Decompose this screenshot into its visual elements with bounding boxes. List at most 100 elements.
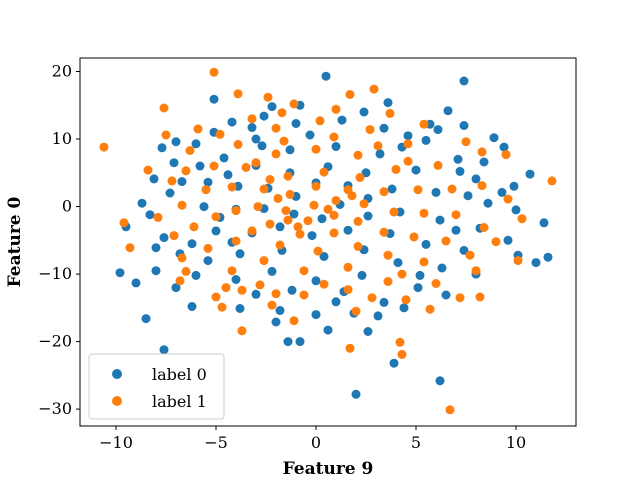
scatter-point-label-0-81: [319, 252, 329, 261]
scatter-point-label-0-75: [285, 145, 295, 155]
scatter-point-label-0-45: [311, 310, 321, 320]
legend-marker-label-0: [112, 369, 122, 379]
scatter-point-label-1-46: [383, 277, 393, 286]
scatter-point-label-1-12: [161, 130, 171, 140]
scatter-point-label-1-32: [211, 292, 221, 302]
scatter-point-label-1-82: [355, 173, 365, 182]
x-axis: −10 −5 0 5 10: [99, 426, 526, 452]
scatter-point-label-0-20: [283, 337, 293, 347]
scatter-point-label-0-6: [157, 143, 167, 153]
scatter-point-label-1-123: [367, 293, 377, 303]
scatter-point-label-1-122: [319, 279, 329, 289]
scatter-point-label-1-80: [389, 207, 399, 217]
scatter-point-label-0-50: [459, 245, 469, 255]
scatter-point-label-1-27: [491, 237, 501, 247]
y-axis: −30 −20 −10 0 10 20: [38, 62, 80, 418]
scatter-point-label-0-121: [137, 198, 147, 208]
scatter-point-label-1-7: [397, 349, 407, 359]
scatter-point-label-0-37: [247, 123, 257, 132]
scatter-point-label-0-124: [373, 311, 383, 321]
scatter-point-label-0-2: [209, 94, 219, 104]
scatter-point-label-0-74: [331, 142, 341, 151]
scatter-point-label-1-110: [479, 223, 489, 232]
scatter-point-label-0-44: [275, 306, 285, 315]
scatter-point-label-0-63: [211, 226, 221, 236]
scatter-point-label-0-67: [357, 270, 367, 280]
scatter-point-label-1-57: [209, 161, 219, 171]
scatter-point-label-1-83: [319, 167, 329, 177]
scatter-point-label-1-5: [445, 405, 455, 415]
x-tick-label: 10: [506, 433, 526, 452]
scatter-point-label-1-14: [167, 176, 177, 186]
scatter-point-label-0-24: [543, 252, 553, 262]
scatter-point-label-0-120: [149, 174, 159, 184]
scatter-point-label-0-12: [151, 266, 161, 276]
scatter-point-label-0-109: [441, 290, 451, 300]
scatter-point-label-1-39: [177, 200, 187, 210]
scatter-point-label-1-68: [391, 164, 401, 174]
y-axis-label: Feature 0: [5, 196, 25, 287]
scatter-point-label-1-78: [353, 241, 363, 251]
scatter-point-label-1-60: [231, 236, 241, 246]
scatter-point-label-1-35: [267, 300, 277, 310]
legend-label-1: label 1: [152, 392, 207, 411]
scatter-point-label-0-125: [235, 304, 245, 313]
scatter-point-label-1-91: [359, 199, 369, 209]
scatter-point-label-1-130: [323, 204, 333, 214]
scatter-point-label-0-123: [191, 270, 201, 280]
scatter-point-label-1-34: [175, 276, 185, 286]
scatter-point-label-0-62: [199, 202, 209, 212]
scatter-point-label-0-52: [483, 198, 493, 208]
scatter-point-label-0-128: [415, 270, 425, 280]
scatter-point-label-1-11: [125, 243, 135, 253]
scatter-point-label-1-54: [315, 116, 325, 126]
scatter-point-label-1-112: [461, 137, 471, 147]
scatter-point-label-0-134: [257, 141, 267, 151]
scatter-point-label-0-17: [351, 389, 361, 399]
scatter-point-label-1-85: [259, 184, 269, 194]
scatter-point-label-1-10: [119, 218, 129, 228]
scatter-point-label-1-6: [345, 343, 355, 353]
scatter-point-label-1-128: [283, 215, 293, 225]
scatter-point-label-1-37: [247, 114, 257, 124]
scatter-point-label-0-114: [489, 133, 499, 143]
scatter-point-label-1-8: [395, 337, 405, 347]
scatter-point-label-0-92: [307, 231, 317, 241]
scatter-point-label-1-115: [277, 108, 287, 118]
y-tick-label: −10: [38, 264, 72, 283]
scatter-point-label-0-59: [251, 134, 261, 144]
scatter-point-label-1-24: [477, 147, 487, 157]
scatter-point-label-1-105: [289, 316, 299, 326]
scatter-point-label-1-95: [281, 206, 291, 216]
scatter-point-label-1-89: [329, 228, 339, 238]
y-tick-label: 10: [52, 129, 72, 148]
scatter-point-label-0-61: [203, 177, 213, 187]
scatter-point-label-1-59: [211, 212, 221, 222]
scatter-point-label-0-107: [331, 297, 341, 307]
scatter-point-label-1-118: [153, 212, 163, 222]
scatter-point-label-1-53: [365, 125, 375, 135]
scatter-point-label-1-26: [503, 194, 513, 204]
legend-label-0: label 0: [152, 365, 207, 384]
scatter-point-label-1-40: [189, 222, 199, 232]
scatter-point-label-0-93: [343, 225, 353, 235]
scatter-point-label-1-18: [263, 92, 273, 102]
scatter-point-label-0-22: [323, 325, 333, 335]
scatter-point-label-1-3: [517, 214, 527, 224]
scatter-point-label-0-48: [413, 283, 423, 293]
scatter-point-label-0-33: [443, 106, 453, 116]
scatter-point-label-0-1: [459, 76, 469, 86]
scatter-point-label-1-90: [353, 216, 363, 226]
scatter-point-label-1-108: [431, 279, 441, 288]
scatter-point-label-1-93: [311, 181, 321, 191]
y-tick-label: −20: [38, 332, 72, 351]
scatter-point-label-1-88: [295, 229, 305, 239]
scatter-point-label-0-31: [479, 157, 489, 167]
scatter-point-label-0-36: [227, 117, 237, 127]
scatter-point-label-0-30: [499, 142, 509, 152]
scatter-point-label-1-25: [501, 150, 511, 160]
scatter-point-label-0-54: [453, 154, 463, 164]
scatter-point-label-1-71: [271, 149, 281, 159]
scatter-point-label-0-7: [169, 158, 179, 168]
scatter-point-label-0-133: [305, 130, 315, 140]
